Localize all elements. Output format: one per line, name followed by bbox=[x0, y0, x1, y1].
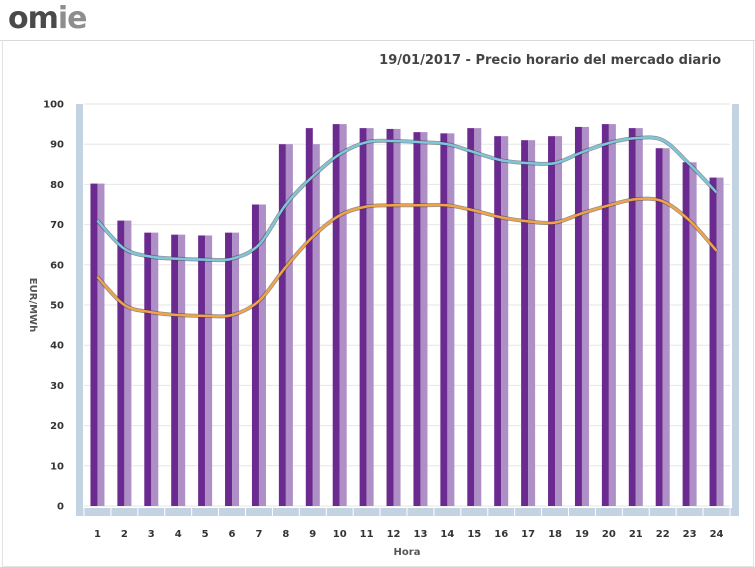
price-bar bbox=[447, 133, 455, 506]
y-tick-label: 60 bbox=[50, 260, 64, 271]
price-bar bbox=[117, 220, 125, 506]
price-bar bbox=[574, 126, 582, 506]
price-bar bbox=[205, 235, 213, 507]
x-tick-label: 22 bbox=[656, 529, 670, 540]
x-tick-label: 17 bbox=[521, 529, 535, 540]
y-tick-label: 50 bbox=[50, 301, 64, 312]
price-bar bbox=[689, 162, 697, 507]
price-bar bbox=[521, 140, 529, 506]
x-tick-label: 1 bbox=[94, 529, 101, 540]
price-bar bbox=[608, 124, 616, 506]
series-line bbox=[96, 197, 718, 318]
price-bar bbox=[278, 144, 286, 506]
x-tick-label: 2 bbox=[121, 529, 128, 540]
y-tick-label: 10 bbox=[50, 461, 64, 472]
price-bar bbox=[393, 128, 401, 506]
x-tick-label: 12 bbox=[387, 529, 401, 540]
series-line bbox=[96, 136, 718, 262]
price-bar bbox=[548, 136, 556, 506]
price-bar bbox=[709, 177, 717, 507]
x-tick-label: 3 bbox=[148, 529, 155, 540]
x-tick-label: 19 bbox=[575, 529, 589, 540]
x-tick-label: 23 bbox=[683, 529, 697, 540]
y-tick-label: 0 bbox=[57, 502, 64, 513]
chart-title: 19/01/2017 - Precio horario del mercado … bbox=[379, 53, 721, 68]
price-bar bbox=[501, 136, 509, 506]
price-bar bbox=[413, 132, 421, 506]
price-bar bbox=[232, 232, 240, 506]
y-axis-title: EUR/MWh bbox=[27, 278, 38, 332]
x-tick-label: 13 bbox=[413, 529, 427, 540]
price-bar bbox=[97, 183, 105, 506]
price-bar bbox=[312, 144, 320, 506]
price-bar bbox=[716, 177, 724, 507]
price-bar bbox=[305, 128, 313, 506]
price-bar bbox=[635, 128, 643, 506]
omie-logo[interactable]: omie bbox=[8, 1, 88, 36]
y-tick-label: 70 bbox=[50, 220, 64, 231]
price-bar bbox=[225, 232, 233, 506]
price-bar bbox=[144, 232, 152, 506]
page-header: omie bbox=[0, 0, 755, 41]
price-bar bbox=[386, 128, 394, 506]
price-bar bbox=[682, 162, 690, 507]
price-bar bbox=[285, 144, 293, 506]
price-bar bbox=[251, 204, 259, 506]
x-tick-label: 4 bbox=[175, 529, 182, 540]
price-bar bbox=[124, 220, 132, 506]
price-bar bbox=[555, 136, 563, 506]
price-bar bbox=[359, 128, 367, 506]
price-bar bbox=[474, 128, 482, 506]
price-bar bbox=[662, 148, 670, 506]
x-tick-label: 5 bbox=[202, 529, 209, 540]
y-tick-label: 80 bbox=[50, 180, 64, 191]
x-tick-label: 7 bbox=[255, 529, 262, 540]
price-bar bbox=[198, 235, 206, 507]
left-axis-rail bbox=[76, 104, 83, 514]
y-tick-label: 40 bbox=[50, 341, 64, 352]
price-bar bbox=[467, 128, 475, 506]
x-tick-label: 8 bbox=[282, 529, 289, 540]
x-tick-label: 9 bbox=[309, 529, 316, 540]
y-tick-label: 90 bbox=[50, 140, 64, 151]
x-tick-label: 11 bbox=[360, 529, 374, 540]
x-tick-label: 10 bbox=[333, 529, 347, 540]
price-bar bbox=[178, 234, 186, 506]
price-bar bbox=[655, 148, 663, 506]
price-bar bbox=[90, 183, 98, 506]
x-tick-label: 16 bbox=[494, 529, 508, 540]
y-tick-label: 20 bbox=[50, 421, 64, 432]
price-bar bbox=[366, 128, 374, 506]
price-bar bbox=[440, 133, 448, 506]
x-tick-label: 15 bbox=[467, 529, 481, 540]
price-bar bbox=[171, 234, 179, 506]
price-bar bbox=[332, 124, 340, 506]
price-bar bbox=[601, 124, 609, 506]
x-tick-label: 20 bbox=[602, 529, 616, 540]
x-tick-label: 18 bbox=[548, 529, 562, 540]
right-axis-rail bbox=[732, 104, 739, 514]
price-bar bbox=[581, 126, 589, 506]
y-tick-label: 100 bbox=[43, 100, 64, 111]
x-tick-label: 14 bbox=[440, 529, 454, 540]
x-tick-label: 21 bbox=[629, 529, 643, 540]
price-bar bbox=[258, 204, 266, 506]
series-line-shadow bbox=[95, 135, 718, 263]
x-tick-label: 6 bbox=[229, 529, 236, 540]
price-bar bbox=[628, 128, 636, 506]
price-bar bbox=[339, 124, 347, 506]
price-bar bbox=[151, 232, 159, 506]
price-bar bbox=[528, 140, 536, 506]
price-bar bbox=[494, 136, 502, 506]
x-axis-title: Hora bbox=[394, 547, 421, 558]
y-tick-label: 30 bbox=[50, 381, 64, 392]
price-bar bbox=[420, 132, 428, 506]
x-tick-label: 24 bbox=[710, 529, 724, 540]
